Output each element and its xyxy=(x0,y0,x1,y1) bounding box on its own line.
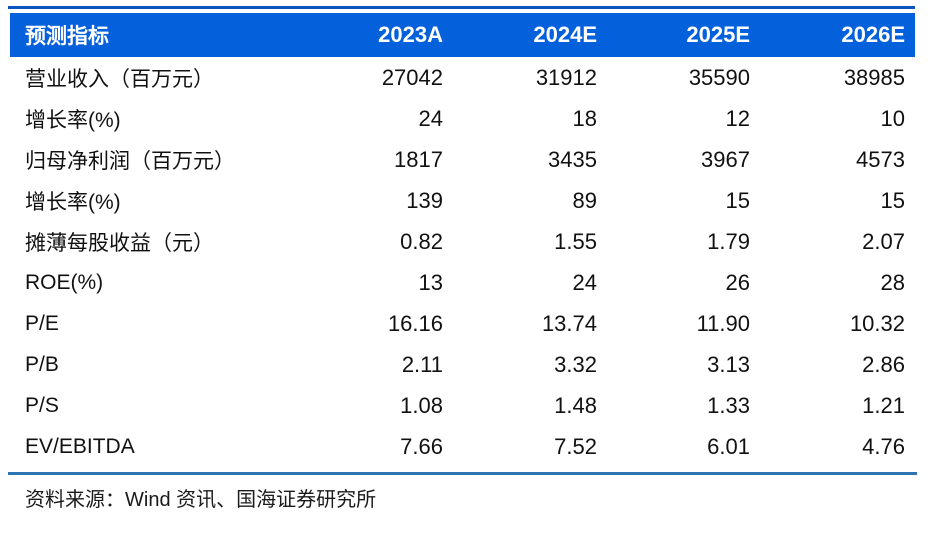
cell-value: 16.16 xyxy=(387,310,443,336)
cell-value: 27042 xyxy=(381,64,443,90)
forecast-table-header: 预测指标 2023A 2024E 2025E 2026E xyxy=(10,13,915,57)
cell-value: 3.13 xyxy=(707,351,750,377)
table-row-revenue-growth: 增长率(%) 24 18 12 10 xyxy=(10,98,915,139)
header-year-2023a: 2023A xyxy=(378,22,443,47)
cell-value: 4573 xyxy=(856,146,905,172)
cell-value: 7.66 xyxy=(400,433,443,459)
cell-value: 3.32 xyxy=(554,351,597,377)
table-row-pb: P/B 2.11 3.32 3.13 2.86 xyxy=(10,344,915,385)
cell-value: 6.01 xyxy=(707,433,750,459)
row-label: P/E xyxy=(25,311,59,335)
row-label: 营业收入（百万元） xyxy=(25,67,214,91)
row-label: 增长率(%) xyxy=(25,108,121,132)
row-label: P/S xyxy=(25,393,59,417)
cell-value: 38985 xyxy=(843,64,905,90)
cell-value: 11.90 xyxy=(696,310,750,336)
cell-value: 1817 xyxy=(394,146,443,172)
cell-value: 2.86 xyxy=(862,351,905,377)
table-row-pe: P/E 16.16 13.74 11.90 10.32 xyxy=(10,303,915,344)
cell-value: 3435 xyxy=(548,146,597,172)
data-source-note: 资料来源：Wind 资讯、国海证券研究所 xyxy=(25,489,377,511)
forecast-table-body: 营业收入（百万元） 27042 31912 35590 38985 增长率(%)… xyxy=(10,57,915,467)
cell-value: 24 xyxy=(418,105,443,131)
cell-value: 1.55 xyxy=(554,228,597,254)
cell-value: 13 xyxy=(418,269,443,295)
cell-value: 15 xyxy=(880,187,905,213)
header-metric-label: 预测指标 xyxy=(25,25,109,48)
cell-value: 10 xyxy=(880,105,905,131)
cell-value: 2.11 xyxy=(401,351,443,377)
header-year-2024e: 2024E xyxy=(533,22,597,47)
cell-value: 2.07 xyxy=(862,228,905,254)
table-row-net-profit: 归母净利润（百万元） 1817 3435 3967 4573 xyxy=(10,139,915,180)
cell-value: 4.76 xyxy=(862,433,905,459)
cell-value: 1.33 xyxy=(707,392,750,418)
bottom-divider-line xyxy=(8,472,917,475)
cell-value: 3967 xyxy=(701,146,750,172)
cell-value: 35590 xyxy=(688,64,750,90)
cell-value: 12 xyxy=(725,105,750,131)
cell-value: 18 xyxy=(572,105,597,131)
cell-value: 15 xyxy=(725,187,750,213)
header-row: 预测指标 2023A 2024E 2025E 2026E xyxy=(10,13,915,57)
table-row-revenue: 营业收入（百万元） 27042 31912 35590 38985 xyxy=(10,57,915,98)
cell-value: 1.79 xyxy=(707,228,750,254)
cell-value: 0.82 xyxy=(400,228,443,254)
cell-value: 1.48 xyxy=(554,392,597,418)
cell-value: 139 xyxy=(406,187,443,213)
row-label: ROE(%) xyxy=(25,270,104,294)
row-label: 归母净利润（百万元） xyxy=(25,149,235,173)
cell-value: 1.08 xyxy=(400,392,443,418)
cell-value: 26 xyxy=(725,269,750,295)
header-year-2025e: 2025E xyxy=(686,22,750,47)
row-label: EV/EBITDA xyxy=(25,434,135,458)
table-row-diluted-eps: 摊薄每股收益（元） 0.82 1.55 1.79 2.07 xyxy=(10,221,915,262)
row-label: 摊薄每股收益（元） xyxy=(25,231,214,255)
table-row-profit-growth: 增长率(%) 139 89 15 15 xyxy=(10,180,915,221)
cell-value: 28 xyxy=(880,269,905,295)
cell-value: 24 xyxy=(572,269,597,295)
table-row-ps: P/S 1.08 1.48 1.33 1.21 xyxy=(10,385,915,426)
cell-value: 13.74 xyxy=(541,310,597,336)
cell-value: 89 xyxy=(572,187,597,213)
header-year-2026e: 2026E xyxy=(841,22,905,47)
table-row-roe: ROE(%) 13 24 26 28 xyxy=(10,262,915,303)
forecast-table: 预测指标 2023A 2024E 2025E 2026E 营业收入（百万元） 2… xyxy=(10,13,915,467)
row-label: P/B xyxy=(25,352,59,376)
cell-value: 7.52 xyxy=(554,433,597,459)
table-row-ev-ebitda: EV/EBITDA 7.66 7.52 6.01 4.76 xyxy=(10,426,915,467)
cell-value: 31912 xyxy=(535,64,597,90)
row-label: 增长率(%) xyxy=(25,190,121,214)
cell-value: 1.21 xyxy=(862,392,905,418)
top-divider-line xyxy=(8,6,915,9)
cell-value: 10.32 xyxy=(849,310,905,336)
